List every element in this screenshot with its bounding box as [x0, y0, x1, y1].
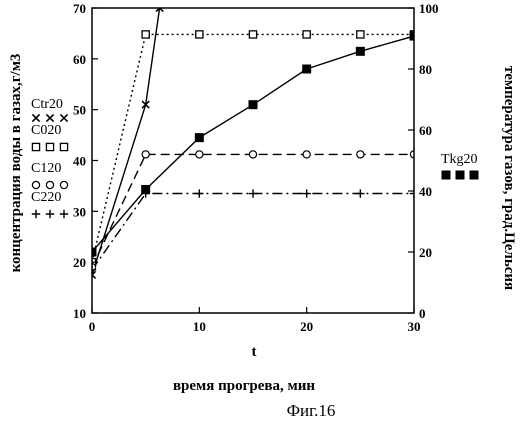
y-right-tick-label: 80: [419, 62, 432, 77]
data-point-ctr20: [155, 8, 164, 13]
y-left-tick-label: 50: [73, 103, 86, 118]
legend-label-ctr20: Ctr20: [31, 97, 63, 112]
data-point-tkg20: [194, 133, 204, 143]
marker-layer: [92, 8, 414, 280]
series-layer: [92, 8, 414, 276]
data-point-tkg20: [92, 247, 97, 257]
series-line-tkg20: [92, 35, 414, 253]
y-right-tick-label: 0: [419, 306, 426, 321]
data-point-c220: [92, 265, 97, 274]
legend-label-c120: C120: [31, 161, 61, 176]
data-point-c220: [356, 189, 365, 198]
data-point-c120: [248, 150, 258, 159]
y-right-tick-label: 60: [419, 123, 432, 138]
legend-marker-tkg20: [469, 170, 479, 180]
legend-marker-ctr20: [45, 113, 55, 123]
data-point-tkg20: [248, 100, 258, 110]
series-line-c020: [92, 33, 414, 263]
data-point-c120: [141, 150, 150, 159]
x-axis-title: t: [252, 344, 257, 360]
legend-marker-c020: [45, 142, 55, 152]
data-point-c020: [141, 30, 150, 39]
x-tick-label: 30: [408, 319, 421, 334]
data-point-c220: [409, 189, 414, 198]
legend-marker-c020: [31, 142, 41, 152]
legend-marker-c120: [45, 180, 55, 190]
y-axis-left-title: концентрация воды в газах,г/м3: [8, 54, 24, 273]
data-point-c120: [356, 150, 365, 159]
plot-frame: [91, 7, 415, 314]
data-point-ctr20: [141, 100, 150, 109]
series-line-c120: [92, 153, 414, 268]
data-point-tkg20: [141, 184, 151, 194]
y-right-tick-label: 100: [419, 1, 439, 16]
legend-label-c020: C020: [31, 123, 61, 138]
legend-marker-c220: [59, 209, 69, 219]
data-point-c120: [195, 150, 204, 159]
data-point-c220: [248, 189, 258, 198]
data-point-c220: [302, 189, 311, 198]
data-point-c020: [302, 30, 311, 39]
series-line-c220: [92, 192, 414, 271]
y-right-tick-label: 20: [419, 245, 432, 260]
data-point-tkg20: [355, 46, 365, 56]
y-left-tick-label: 30: [73, 204, 86, 219]
y-right-tick-label: 40: [419, 184, 432, 199]
legend-marker-tkg20: [441, 170, 451, 180]
x-tick-label: 10: [193, 319, 206, 334]
legend-marker-c120: [59, 180, 69, 190]
data-point-ctr20: [92, 270, 97, 280]
figure-caption: Фиг.16: [287, 401, 336, 420]
legend-marker-c220: [31, 209, 41, 219]
legend-layer: Ctr20 C020 C120 C220 Tkg20: [31, 97, 479, 219]
legend-label-tkg20: Tkg20: [441, 152, 478, 167]
legend-marker-c020: [59, 142, 69, 152]
legend-marker-tkg20: [455, 170, 465, 180]
data-point-tkg20: [302, 64, 312, 74]
legend-marker-c120: [31, 180, 41, 190]
data-point-c220: [195, 189, 204, 198]
legend-label-c220: C220: [31, 190, 61, 205]
legend-marker-ctr20: [31, 113, 41, 123]
x-axis-description: время прогрева, мин: [173, 378, 315, 394]
data-point-c020: [248, 30, 258, 39]
legend-marker-c220: [45, 209, 55, 219]
data-point-tkg20: [409, 31, 414, 41]
x-tick-label: 0: [89, 319, 96, 334]
y-left-tick-label: 40: [73, 154, 86, 169]
y-left-tick-label: 60: [73, 52, 86, 67]
legend-marker-ctr20: [59, 113, 69, 123]
x-tick-label: 20: [300, 319, 313, 334]
series-line-ctr20: [92, 8, 161, 276]
data-point-c020: [195, 30, 204, 39]
data-point-c020: [356, 30, 365, 39]
y-axis-right-title: температура газов, град.Цельсия: [501, 66, 517, 290]
data-point-c120: [302, 150, 311, 159]
y-left-tick-label: 10: [73, 306, 86, 321]
y-left-tick-label: 20: [73, 255, 86, 270]
y-left-tick-label: 70: [73, 1, 86, 16]
